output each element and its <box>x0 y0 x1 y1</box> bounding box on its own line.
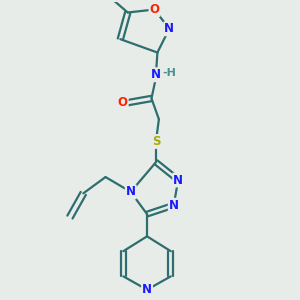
Text: N: N <box>164 22 174 35</box>
Text: S: S <box>152 135 160 148</box>
Text: O: O <box>118 96 128 110</box>
Text: O: O <box>149 3 159 16</box>
Text: N: N <box>169 199 179 212</box>
Text: -H: -H <box>162 68 176 78</box>
Text: N: N <box>142 283 152 296</box>
Text: N: N <box>173 173 183 187</box>
Text: N: N <box>151 68 161 81</box>
Text: N: N <box>126 185 136 198</box>
